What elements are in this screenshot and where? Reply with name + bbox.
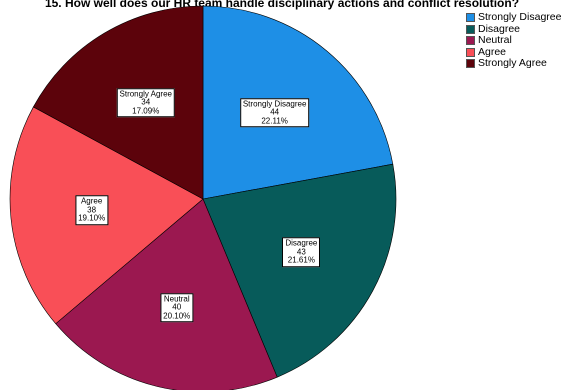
chart-legend: Strongly Disagree Disagree Neutral Agree Str… — [466, 11, 562, 70]
slice-label-count: 44 — [270, 107, 280, 117]
slice-label: Strongly Agree 34 17.09% — [116, 88, 175, 118]
slice-label-count: 38 — [87, 205, 97, 215]
legend-label: Disagree — [478, 22, 521, 35]
slice-label-percent: 17.09% — [132, 106, 160, 116]
legend-item: Agree — [466, 45, 561, 59]
slice-label-name: Disagree — [285, 238, 318, 248]
legend-label: Agree — [478, 45, 507, 58]
chart-title: 15. How well does our HR team handle dis… — [44, 0, 520, 10]
legend-swatch — [466, 24, 475, 34]
legend-label: Neutral — [478, 34, 512, 46]
slice-label-count: 43 — [296, 247, 306, 257]
slice-label-name: Agree — [80, 196, 103, 206]
legend-label: Strongly Agree — [478, 57, 547, 69]
slice-label: Strongly Disagree 44 22.11% — [239, 98, 310, 128]
legend-item: Neutral — [466, 34, 561, 47]
slice-label-name: Strongly Disagree — [242, 99, 307, 109]
legend-item: Strongly Agree — [466, 57, 561, 70]
slice-label: Agree 38 19.10% — [75, 195, 109, 226]
slice-label-percent: 19.10% — [78, 213, 106, 223]
legend-item: Disagree — [466, 22, 561, 36]
legend-item: Strongly Disagree — [466, 11, 562, 24]
pie-slice-disagree — [202, 163, 397, 378]
slice-label-percent: 21.61% — [287, 255, 315, 265]
slice-label-percent: 22.11% — [261, 116, 288, 126]
legend-swatch — [466, 36, 475, 46]
legend-label: Strongly Disagree — [478, 11, 562, 23]
slice-label: Disagree 43 21.61% — [282, 237, 321, 268]
slice-label: Neutral 40 20.10% — [160, 293, 194, 323]
slice-label-count: 34 — [141, 97, 151, 107]
legend-swatch — [466, 59, 475, 69]
slice-label-name: Strongly Agree — [119, 89, 172, 99]
slice-label-percent: 20.10% — [163, 311, 191, 321]
slice-label-count: 40 — [172, 302, 182, 312]
legend-swatch — [466, 13, 475, 23]
slice-label-name: Neutral — [163, 294, 190, 304]
legend-swatch — [466, 47, 475, 57]
